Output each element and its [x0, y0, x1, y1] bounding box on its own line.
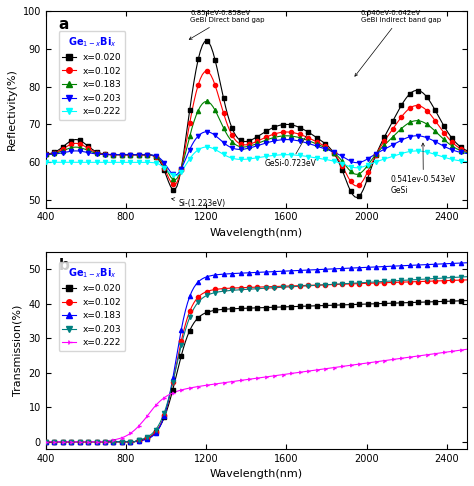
Text: Si-(1.223eV): Si-(1.223eV) — [172, 198, 225, 208]
Legend: x=0.020, x=0.102, x=0.183, x=0.203, x=0.222: x=0.020, x=0.102, x=0.183, x=0.203, x=0.… — [59, 31, 126, 120]
Text: b: b — [58, 258, 69, 273]
Text: GeSi-0.723eV: GeSi-0.723eV — [264, 131, 316, 168]
X-axis label: Wavelength(nm): Wavelength(nm) — [210, 469, 303, 479]
Y-axis label: Transmission(%): Transmission(%) — [13, 305, 23, 396]
Text: 0.854eV-0.858eV
GeBi Direct band gap: 0.854eV-0.858eV GeBi Direct band gap — [189, 10, 264, 39]
Text: 0.640eV-0.642eV
GeBi Indirect band gap: 0.640eV-0.642eV GeBi Indirect band gap — [355, 10, 441, 76]
X-axis label: Wavelength(nm): Wavelength(nm) — [210, 228, 303, 238]
Text: a: a — [58, 17, 69, 32]
Y-axis label: Reflectivity(%): Reflectivity(%) — [7, 69, 17, 150]
Text: 0.541ev-0.543eV
GeSi: 0.541ev-0.543eV GeSi — [391, 143, 456, 194]
Legend: x=0.020, x=0.102, x=0.183, x=0.203, x=0.222: x=0.020, x=0.102, x=0.183, x=0.203, x=0.… — [59, 262, 126, 351]
